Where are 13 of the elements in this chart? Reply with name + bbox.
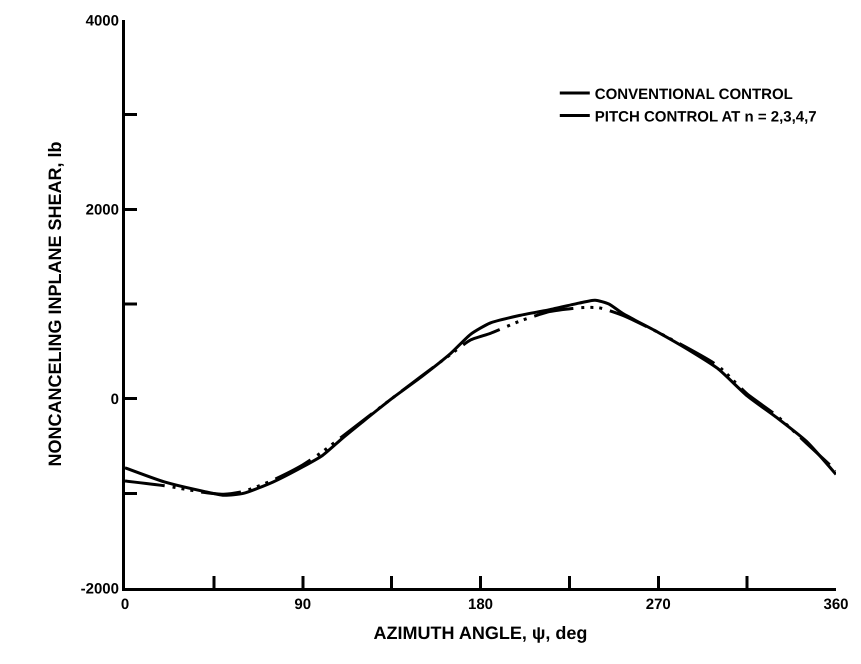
- x-tick-label: 180: [468, 596, 494, 613]
- x-axis-title: AZIMUTH ANGLE, ψ, deg: [374, 623, 588, 644]
- x-tick-label: 270: [646, 596, 671, 613]
- y-tick-label: 4000: [86, 12, 119, 30]
- x-tick-label: 360: [823, 596, 849, 613]
- y-axis-title: NONCANCELING INPLANE SHEAR, lb: [44, 141, 65, 467]
- y-tick-label: 0: [110, 390, 119, 408]
- x-tick-label: 90: [294, 596, 312, 613]
- legend-label: CONVENTIONAL CONTROL: [594, 86, 793, 103]
- x-tick-label: 0: [120, 596, 130, 613]
- legend-label: PITCH CONTROL AT n = 2,3,4,7: [594, 108, 817, 126]
- y-tick-label: 2000: [86, 202, 119, 219]
- y-tick-label: -2000: [80, 580, 119, 598]
